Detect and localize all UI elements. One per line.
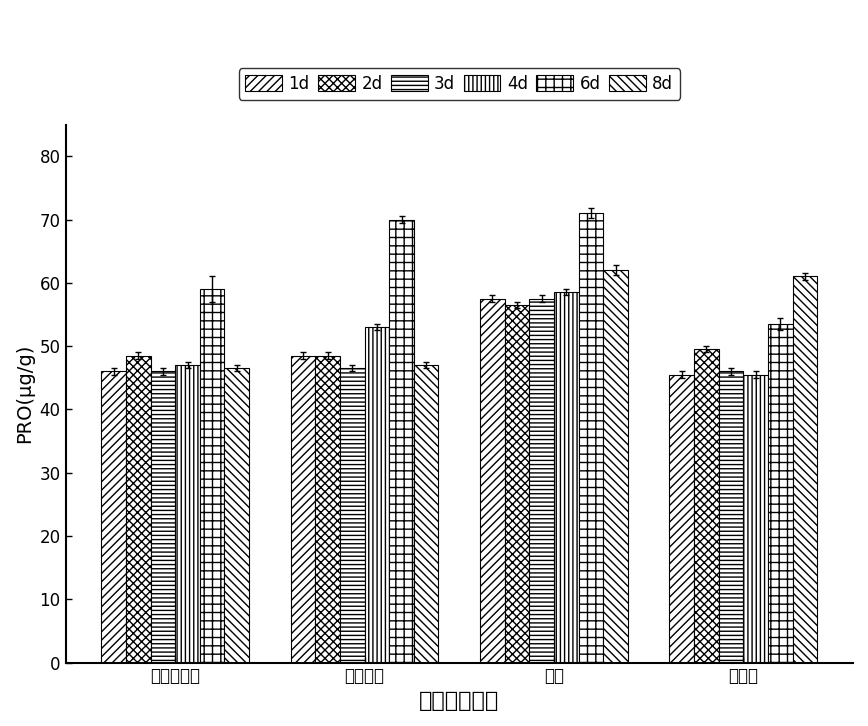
Legend: 1d, 2d, 3d, 4d, 6d, 8d: 1d, 2d, 3d, 4d, 6d, 8d bbox=[239, 68, 680, 99]
Bar bbox=[792, 277, 817, 663]
Bar bbox=[504, 305, 529, 663]
Bar bbox=[603, 270, 628, 663]
Bar bbox=[175, 365, 200, 663]
Bar bbox=[340, 368, 365, 663]
Bar bbox=[365, 327, 389, 663]
Bar bbox=[579, 213, 603, 663]
Bar bbox=[743, 375, 768, 663]
Y-axis label: PRO(μg/g): PRO(μg/g) bbox=[15, 344, 34, 444]
Bar bbox=[150, 372, 175, 663]
Bar bbox=[529, 298, 554, 663]
Bar bbox=[291, 356, 315, 663]
Bar bbox=[414, 365, 438, 663]
Bar bbox=[315, 356, 340, 663]
Bar bbox=[389, 219, 414, 663]
Bar bbox=[768, 324, 792, 663]
Bar bbox=[694, 349, 719, 663]
Bar bbox=[102, 372, 126, 663]
Bar bbox=[719, 372, 743, 663]
Bar bbox=[126, 356, 150, 663]
Bar bbox=[480, 298, 504, 663]
Bar bbox=[669, 375, 694, 663]
Bar bbox=[554, 293, 579, 663]
X-axis label: 不同处理方式: 不同处理方式 bbox=[419, 691, 499, 711]
Bar bbox=[225, 368, 249, 663]
Bar bbox=[200, 289, 225, 663]
